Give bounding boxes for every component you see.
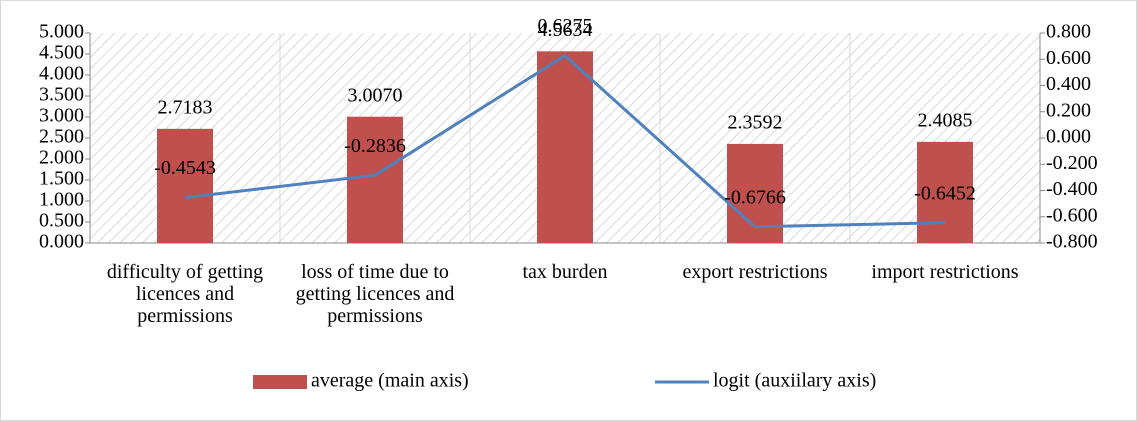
y2-tick-label: 0.800 [1046, 21, 1091, 43]
bar-value-label: 2.4085 [918, 109, 973, 131]
line-value-label: -0.6452 [914, 182, 976, 204]
bar-value-label: 2.7183 [158, 96, 213, 118]
legend-swatch [253, 375, 307, 389]
line-value-label: -0.6766 [724, 186, 786, 208]
x-tick-label: tax burden [522, 261, 608, 283]
y-tick-label: 0.000 [39, 231, 84, 253]
legend-label: logit (auxiilary axis) [713, 370, 876, 392]
y-tick-label: 1.000 [39, 189, 84, 211]
y-tick-label: 3.500 [39, 84, 84, 106]
line-value-label: -0.2836 [344, 135, 406, 157]
x-tick-label: difficulty of getting licences and permi… [106, 261, 264, 327]
y2-tick-label: 0.200 [1046, 99, 1091, 121]
x-tick-label: export restrictions [682, 261, 828, 283]
bar [537, 51, 593, 243]
y-tick-label: 3.000 [39, 105, 84, 127]
y2-tick-label: -0.600 [1046, 204, 1098, 226]
y-tick-label: 1.500 [39, 168, 84, 190]
x-tick-label: import restrictions [871, 261, 1019, 283]
bar [157, 128, 213, 243]
y2-tick-label: -0.800 [1046, 231, 1098, 253]
y2-tick-label: 0.000 [1046, 126, 1091, 148]
y2-tick-label: -0.400 [1046, 178, 1098, 200]
y-tick-label: 2.000 [39, 147, 84, 169]
y-tick-label: 0.500 [39, 210, 84, 232]
x-tick-label: loss of time due to getting licences and… [295, 261, 455, 327]
line-value-label: -0.4543 [154, 157, 216, 179]
bar-value-label: 2.3592 [728, 112, 783, 134]
y-tick-label: 2.500 [39, 126, 84, 148]
y2-tick-label: -0.200 [1046, 152, 1098, 174]
bar [917, 141, 973, 243]
bar-value-label: 4.5634 [538, 19, 593, 41]
y2-tick-label: 0.600 [1046, 47, 1091, 69]
y-tick-label: 4.500 [39, 42, 84, 64]
y2-tick-label: 0.400 [1046, 73, 1091, 95]
y-tick-label: 4.000 [39, 63, 84, 85]
line-value-label: 0.6275 [538, 15, 593, 37]
bar-value-label: 3.0070 [348, 84, 403, 106]
y-tick-label: 5.000 [39, 21, 84, 43]
bar [347, 116, 403, 243]
legend-label: average (main axis) [311, 370, 469, 392]
line [184, 53, 946, 229]
